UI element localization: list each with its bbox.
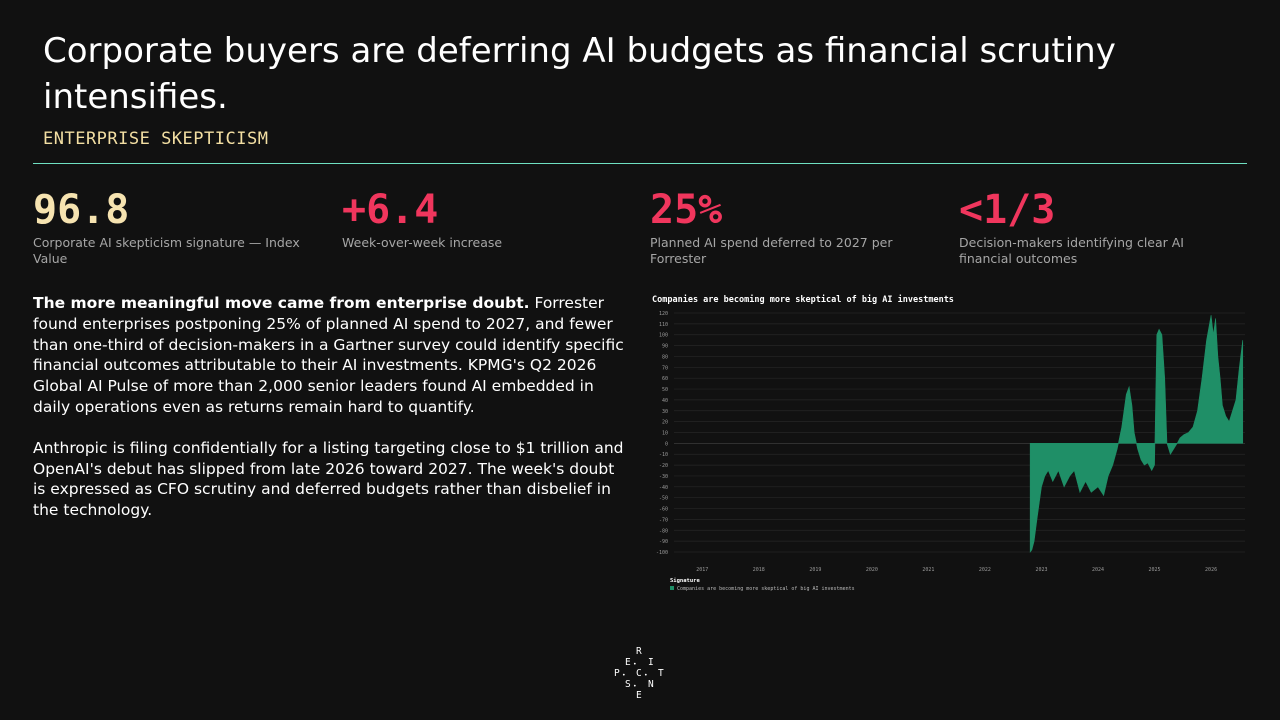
stat-value: 96.8 (33, 187, 130, 233)
logo-dot: • (633, 683, 637, 690)
x-tick-label: 2019 (809, 567, 821, 573)
y-tick-label: -30 (659, 474, 668, 480)
stat-value: +6.4 (342, 187, 439, 233)
x-tick-label: 2021 (922, 567, 934, 573)
logo-letter: I (648, 657, 654, 668)
y-tick-label: 60 (662, 376, 668, 382)
y-tick-label: 110 (659, 322, 668, 328)
header-divider (33, 163, 1247, 164)
page-title: Corporate buyers are deferring AI budget… (43, 31, 1116, 117)
logo-letter: N (648, 679, 654, 690)
logo-letter: E (636, 690, 642, 701)
y-tick-label: 20 (662, 420, 668, 426)
skepticism-area-chart: Companies are becoming more skeptical of… (652, 294, 1245, 592)
x-tick-label: 2020 (866, 567, 878, 573)
stat-week-over-week: +6.4 Week-over-week increase (342, 188, 612, 251)
y-tick-label: -60 (659, 507, 668, 513)
y-tick-label: -40 (659, 485, 668, 491)
y-tick-label: 100 (659, 333, 668, 339)
stat-decision-makers: <1/3 Decision-makers identifying clear A… (959, 188, 1229, 267)
y-tick-label: -80 (659, 528, 668, 534)
y-tick-label: -50 (659, 496, 668, 502)
y-tick-label: 80 (662, 354, 668, 360)
x-tick-label: 2025 (1149, 567, 1161, 573)
logo-letter: C (636, 668, 642, 679)
series-area (1029, 315, 1244, 553)
logo-letter: P (614, 668, 620, 679)
y-tick-label: 10 (662, 431, 668, 437)
stat-index-value: 96.8 Corporate AI skepticism signature —… (33, 188, 303, 267)
body-text: The more meaningful move came from enter… (33, 293, 625, 541)
y-tick-label: 50 (662, 387, 668, 393)
body-paragraph-1-rest: Forrester found enterprises postponing 2… (33, 294, 624, 416)
logo-letter: E (625, 657, 631, 668)
logo-letter: R (636, 646, 642, 657)
stat-label: Week-over-week increase (342, 235, 503, 250)
y-tick-label: 30 (662, 409, 668, 415)
y-tick-label: -90 (659, 539, 668, 545)
stat-label: Decision-makers identifying clear AI fin… (959, 235, 1184, 266)
logo-dot: • (633, 661, 637, 668)
y-tick-label: -20 (659, 463, 668, 469)
y-tick-label: -70 (659, 517, 668, 523)
chart-title: Companies are becoming more skeptical of… (652, 294, 954, 305)
y-tick-label: 70 (662, 365, 668, 371)
x-tick-label: 2018 (753, 567, 765, 573)
x-tick-label: 2026 (1205, 567, 1217, 573)
stat-value: 25% (650, 187, 723, 233)
legend-swatch (670, 586, 674, 590)
y-tick-label: -10 (659, 452, 668, 458)
x-tick-label: 2022 (979, 567, 991, 573)
body-lead: The more meaningful move came from enter… (33, 294, 530, 312)
x-tick-label: 2023 (1035, 567, 1047, 573)
y-tick-label: 40 (662, 398, 668, 404)
brand-logo: R E I P C T S N E • • • • (612, 646, 668, 702)
body-paragraph-2: Anthropic is filing confidentially for a… (33, 438, 624, 520)
stat-label: Planned AI spend deferred to 2027 per Fo… (650, 235, 893, 266)
x-tick-label: 2017 (696, 567, 708, 573)
legend-title: Signature (670, 578, 700, 584)
logo-dot: • (644, 672, 648, 679)
logo-letter: T (658, 668, 664, 679)
stat-deferred-spend: 25% Planned AI spend deferred to 2027 pe… (650, 188, 920, 267)
section-subtitle: ENTERPRISE SKEPTICISM (43, 129, 269, 149)
y-tick-label: 90 (662, 344, 668, 350)
stat-label: Corporate AI skepticism signature — Inde… (33, 235, 300, 266)
y-tick-label: -100 (656, 550, 668, 556)
x-tick-label: 2024 (1092, 567, 1104, 573)
logo-letter: S (625, 679, 631, 690)
y-tick-label: 120 (659, 311, 668, 317)
stat-value: <1/3 (959, 187, 1056, 233)
legend-entry: Companies are becoming more skeptical of… (677, 586, 855, 592)
y-tick-label: 0 (665, 441, 668, 447)
body-paragraph-1: The more meaningful move came from enter… (33, 293, 625, 418)
logo-dot: • (622, 672, 626, 679)
